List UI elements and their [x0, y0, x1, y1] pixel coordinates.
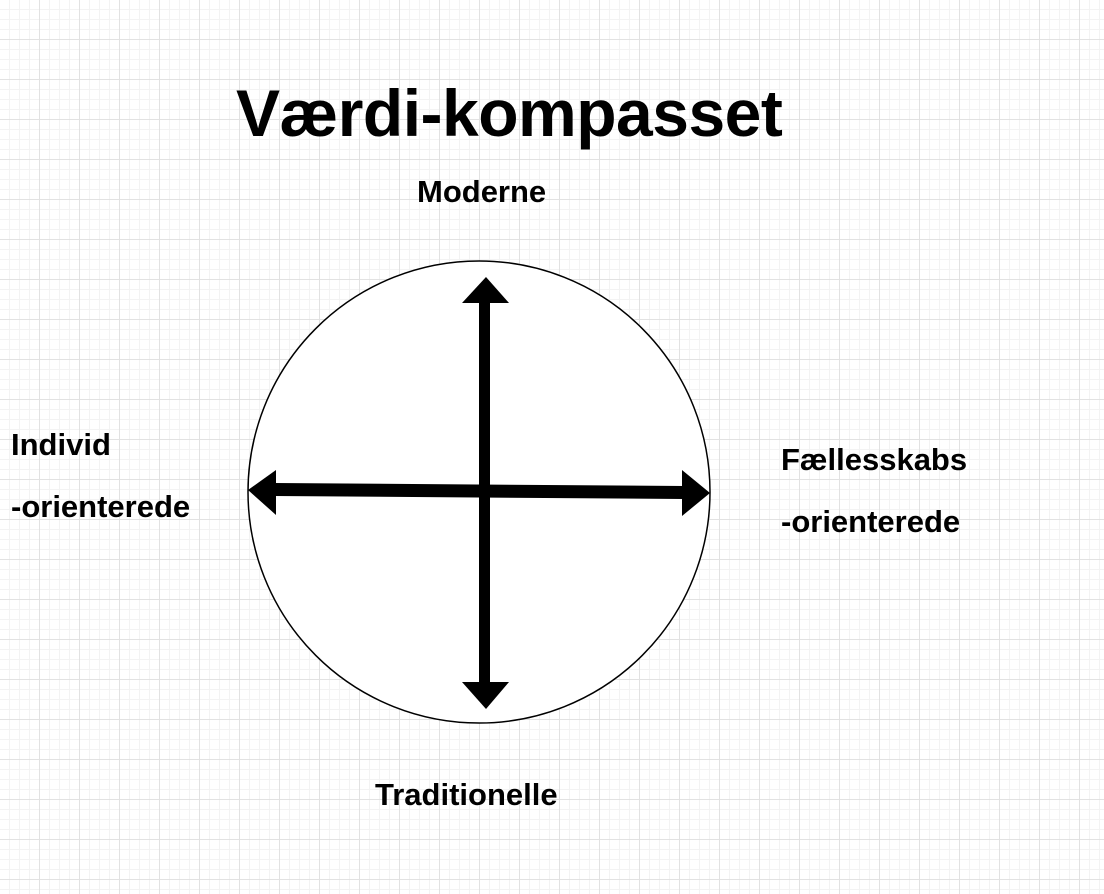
axis-label-right-line2: -orienterede — [781, 504, 961, 539]
axis-label-left-line2: -orienterede — [11, 489, 191, 524]
axis-label-left-line1: Individ — [11, 427, 111, 462]
axis-label-right-line1: Fællesskabs — [781, 442, 968, 477]
arrow-right-head — [682, 470, 710, 516]
arrow-up-head — [462, 277, 509, 303]
arrow-left-head — [248, 470, 276, 515]
axis-label-bottom: Traditionelle — [375, 777, 558, 812]
horizontal-axis-arrow — [248, 470, 710, 516]
axis-label-top: Moderne — [417, 174, 547, 209]
arrow-down-head — [462, 682, 509, 709]
axis-label-left: Individ -orienterede — [11, 429, 190, 522]
axis-label-right: Fællesskabs -orienterede — [781, 444, 967, 537]
page-title: Værdi-kompasset — [236, 76, 783, 150]
